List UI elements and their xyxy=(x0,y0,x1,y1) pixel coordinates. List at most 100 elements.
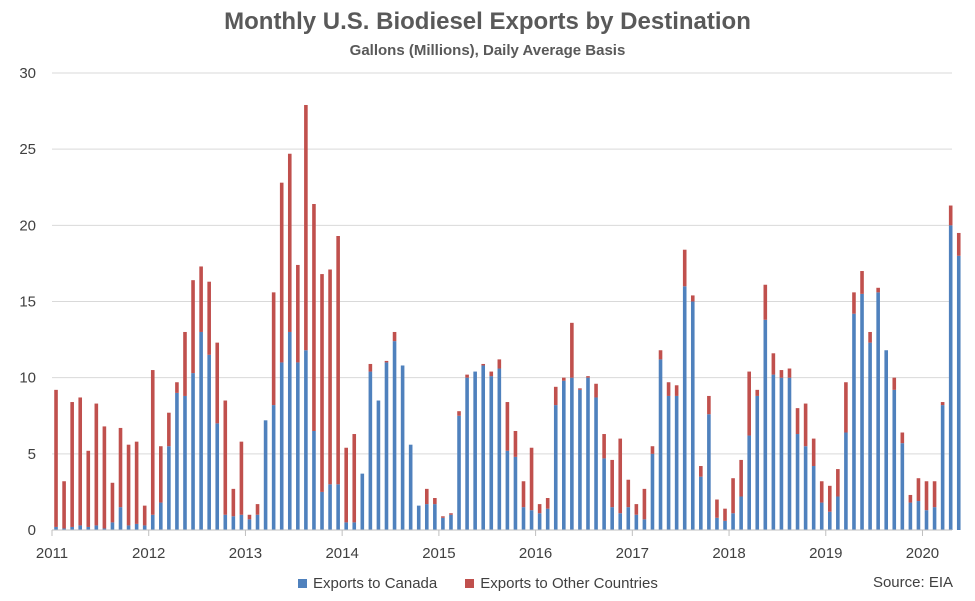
bar-canada xyxy=(110,522,115,530)
chart-subtitle: Gallons (Millions), Daily Average Basis xyxy=(349,42,626,59)
bar-other xyxy=(916,478,921,502)
x-tick-label: 2013 xyxy=(229,545,262,562)
bar-other xyxy=(900,432,905,444)
bar-other xyxy=(70,402,74,527)
bar-other xyxy=(594,383,598,398)
x-tick-label: 2016 xyxy=(519,545,552,562)
legend-label-other: Exports to Other Countries xyxy=(480,574,658,592)
bar-canada xyxy=(384,362,389,530)
bar-canada xyxy=(811,466,816,530)
bar-canada xyxy=(634,514,639,530)
bar-canada xyxy=(586,377,590,530)
bar-other xyxy=(441,516,445,518)
bar-other xyxy=(586,376,590,378)
bar-canada xyxy=(723,520,727,530)
bar-canada xyxy=(763,319,768,530)
bar-canada xyxy=(916,501,921,530)
bar-other xyxy=(819,481,824,503)
bar-canada xyxy=(183,395,187,530)
bar-other xyxy=(304,104,308,351)
y-tick-label: 15 xyxy=(19,294,36,311)
bar-canada xyxy=(771,374,776,530)
bar-other xyxy=(715,499,719,518)
bar-other xyxy=(126,444,131,526)
bar-canada xyxy=(360,473,365,530)
bar-canada xyxy=(731,513,735,530)
bar-other xyxy=(352,434,357,523)
bar-other xyxy=(634,504,639,515)
bar-other xyxy=(134,441,139,524)
bar-other xyxy=(239,441,244,515)
bar-canada xyxy=(892,389,897,530)
bar-canada xyxy=(441,517,445,530)
bar-canada xyxy=(86,526,91,530)
bar-canada xyxy=(578,389,582,530)
bar-other xyxy=(86,450,91,527)
bar-canada xyxy=(78,525,83,530)
bar-other xyxy=(433,498,437,505)
legend-swatch-canada xyxy=(298,578,307,588)
bar-canada xyxy=(618,513,623,530)
bar-canada xyxy=(747,435,751,530)
bar-other xyxy=(320,274,324,492)
bar-canada xyxy=(239,514,244,530)
legend-swatch-other xyxy=(465,578,475,588)
x-tick-label: 2019 xyxy=(809,545,842,562)
bar-other xyxy=(513,430,518,457)
bar-other xyxy=(231,488,236,517)
y-tick-label: 25 xyxy=(19,141,36,158)
bar-canada xyxy=(344,522,348,530)
bar-canada xyxy=(626,507,631,530)
source-note: Source: EIA xyxy=(872,574,953,591)
x-tick-label: 2012 xyxy=(132,545,165,562)
bar-other xyxy=(481,363,486,366)
bar-other xyxy=(537,504,542,514)
bar-other xyxy=(924,481,929,511)
bar-canada xyxy=(666,395,671,530)
bar-canada xyxy=(537,513,542,530)
bar-canada xyxy=(199,331,203,530)
bar-canada xyxy=(449,514,453,530)
bar-canada xyxy=(465,377,469,530)
bar-other xyxy=(811,438,816,467)
bar-canada xyxy=(529,510,534,530)
legend-item-other: Exports to Other Countries xyxy=(465,575,658,592)
bar-canada xyxy=(328,484,332,530)
bar-canada xyxy=(215,423,220,530)
bar-other xyxy=(54,389,58,527)
bar-canada xyxy=(562,380,566,530)
bar-canada xyxy=(368,371,373,530)
bar-canada xyxy=(836,496,840,530)
bar-canada xyxy=(271,405,276,530)
bar-other xyxy=(892,377,897,390)
bar-canada xyxy=(650,453,655,530)
bar-other xyxy=(666,382,671,396)
bar-other xyxy=(78,397,83,526)
bar-other xyxy=(159,446,163,503)
x-tick-label: 2014 xyxy=(325,545,358,562)
bar-canada xyxy=(312,430,316,530)
bar-canada xyxy=(642,519,647,530)
bar-other xyxy=(191,280,195,374)
bar-other xyxy=(618,438,623,514)
bar-other xyxy=(271,292,276,406)
bar-canada xyxy=(376,400,381,530)
bar-canada xyxy=(852,313,856,530)
x-tick-label: 2020 xyxy=(906,545,939,562)
bar-other xyxy=(175,382,179,393)
bar-canada xyxy=(126,525,131,530)
bar-other xyxy=(747,371,751,436)
bar-canada xyxy=(263,420,268,530)
bar-canada xyxy=(159,502,163,530)
x-tick-label: 2017 xyxy=(616,545,649,562)
bar-other xyxy=(142,505,147,526)
y-tick-label: 20 xyxy=(19,217,36,234)
bar-other xyxy=(731,478,735,514)
bar-canada xyxy=(255,514,260,530)
bar-canada xyxy=(715,517,719,530)
bar-other xyxy=(457,411,461,416)
bar-canada xyxy=(884,350,889,530)
bar-other xyxy=(247,514,252,520)
bar-other xyxy=(384,360,389,363)
bar-canada xyxy=(287,331,292,530)
